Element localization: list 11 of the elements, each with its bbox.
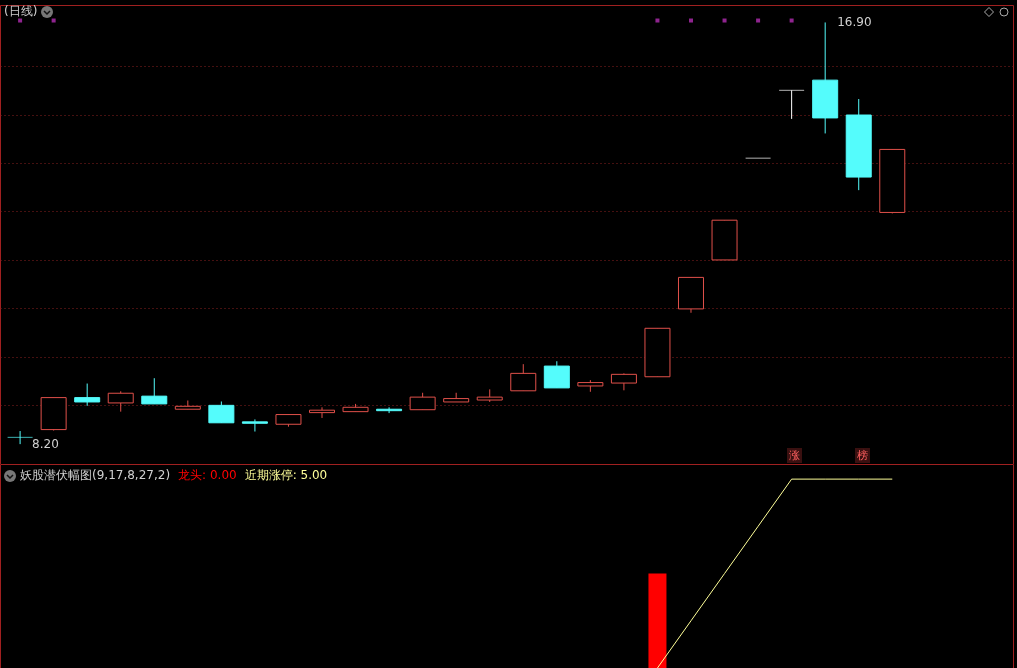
candlestick: [241, 418, 268, 433]
chart-title: 妖股潜伏幅图(9,17,8,27,2): [20, 467, 171, 484]
text: 龙头: 0.00: [178, 467, 237, 484]
chart-title: (日线): [4, 3, 38, 20]
annotation: 涨: [787, 448, 802, 463]
annotation: 榜: [855, 448, 870, 463]
annotation: 16.90: [837, 15, 872, 30]
candlestick: [779, 89, 805, 120]
annotation: 8.20: [32, 437, 59, 452]
text: 近期涨停: 5.00: [244, 467, 328, 484]
candlestick: [7, 430, 33, 445]
